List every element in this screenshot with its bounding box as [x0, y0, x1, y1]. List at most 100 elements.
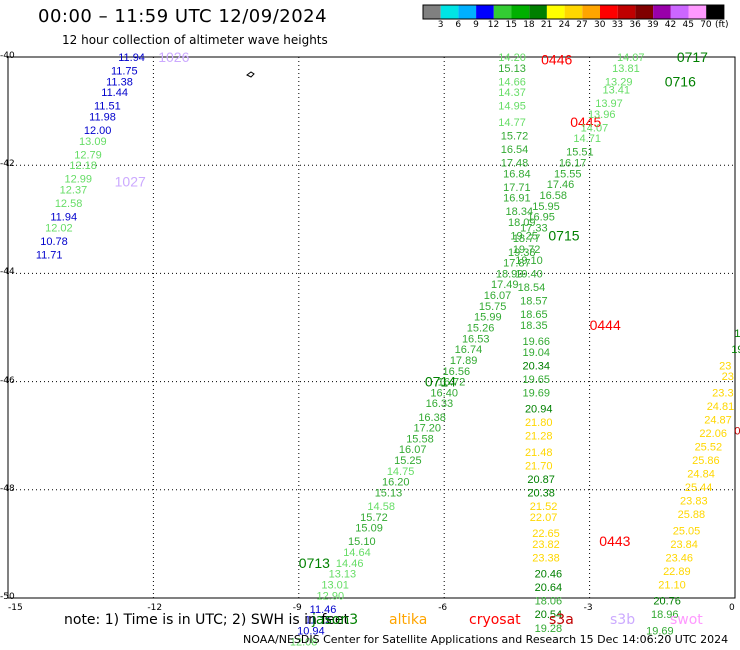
wave-height-value: 15.95: [532, 201, 560, 213]
scale-swatch: [564, 5, 583, 19]
pass-id-label: 0444: [590, 317, 621, 333]
wave-height-value: 14.20: [498, 52, 526, 64]
wave-height-value: 21.70: [525, 460, 553, 472]
wave-height-value: 11.46: [310, 604, 337, 616]
satellite-legend-s3a: s3a: [549, 612, 574, 628]
scale-swatch: [529, 5, 547, 19]
wave-height-value: 18.35: [520, 320, 548, 332]
scale-frame: [422, 4, 725, 20]
scale-tick-label: 24: [558, 20, 571, 30]
pass-id-label: 0716: [665, 73, 696, 89]
scale-swatch: [617, 5, 636, 19]
wave-height-value: 19.25: [510, 231, 538, 243]
wave-height-value: 16.07: [484, 290, 512, 302]
map-title: 00:00 – 11:59 UTC 12/09/2024: [38, 6, 328, 27]
wave-height-value: 19.66: [523, 336, 551, 348]
wave-height-value: 11.98: [89, 112, 116, 124]
longitude-label: 0: [729, 603, 735, 613]
wave-height-value: 11.71: [36, 249, 63, 261]
scale-swatch: [440, 5, 459, 19]
wave-height-value: 22.07: [530, 512, 558, 524]
wave-height-value: 24.81: [707, 401, 735, 413]
wave-height-value: 11.44: [101, 87, 128, 99]
wave-height-value: 23.84: [670, 539, 698, 551]
longitude-label: -12: [147, 603, 163, 613]
scale-swatch: [423, 5, 441, 19]
wave-height-value: 25.44: [685, 482, 713, 494]
pass-id-label: 1026: [158, 49, 189, 65]
wave-height-value: 20.34: [523, 360, 551, 372]
satellite-legend-swot: swot: [670, 612, 703, 628]
wave-height-value: 10.94: [297, 625, 325, 637]
wave-height-value: 16.56: [443, 366, 471, 378]
wave-height-value: 15.99: [474, 312, 502, 324]
wave-height-value: 18.99: [496, 268, 524, 280]
satellite-legend-s3b: s3b: [610, 612, 636, 628]
wave-height-value: 12.02: [45, 222, 73, 234]
latitude-label: -42: [0, 159, 15, 170]
pass-id-label: 0713: [299, 555, 330, 571]
wave-height-value: 16.33: [426, 398, 454, 410]
map-subtitle: 12 hour collection of altimeter wave hei…: [62, 33, 328, 47]
wave-height-value: 16.54: [501, 144, 529, 156]
wave-height-value: 10.78: [40, 236, 68, 248]
latitude-label: -46: [0, 375, 15, 386]
wave-height-value: 15.58: [406, 433, 434, 445]
wave-height-value: 13.01: [321, 579, 349, 591]
wave-height-value: 17.48: [501, 157, 529, 169]
wave-height-value: 22.06: [699, 428, 727, 440]
scale-tick-label: 15: [505, 20, 517, 30]
wave-height-value: 18.06: [535, 596, 563, 608]
footer-credit: NOAA/NESDIS Center for Satellite Applica…: [243, 633, 729, 646]
wave-height-value: 12.58: [55, 198, 83, 210]
wave-height-value: 16.72: [438, 377, 466, 389]
wave-height-value: 19.69: [523, 387, 551, 399]
scale-swatch: [600, 5, 618, 19]
scale-tick-label: 42: [664, 20, 677, 30]
wave-height-value: 13.41: [602, 84, 630, 96]
wave-height-value: 14.75: [387, 466, 415, 478]
wave-height-value: 14.64: [343, 547, 371, 559]
scale-tick-label: 6: [455, 20, 462, 30]
scale-swatch: [493, 5, 512, 19]
wave-height-value: 20.54: [535, 609, 563, 621]
wave-height-value: 12.37: [60, 185, 88, 197]
wave-height-value: 11.94: [118, 52, 145, 64]
wave-height-value: 19.65: [523, 374, 551, 386]
wave-height-value: 19.38: [508, 247, 536, 259]
scale-swatch: [458, 5, 477, 19]
satellite-legend-altika: altika: [389, 612, 428, 628]
wave-height-value: 23.38: [532, 552, 560, 564]
scale-tick-label: 30: [594, 20, 606, 30]
wave-height-value: 24.84: [687, 469, 715, 481]
wave-height-value: 16.74: [455, 344, 483, 356]
map-grid: [7, 56, 736, 599]
pass-id-label: 0714: [425, 374, 456, 390]
latitude-label: -44: [0, 267, 15, 278]
wave-height-value: 15.26: [467, 323, 495, 335]
wave-height-value: 12.08: [290, 636, 318, 648]
wave-height-value: 11.15: [305, 615, 332, 627]
wave-height-value: 20.87: [527, 474, 555, 486]
wave-height-value: 21.10: [658, 579, 686, 591]
wave-height-value: 23.3: [712, 387, 733, 399]
wave-height-value: 11.51: [94, 101, 121, 113]
scale-tick-label: 9: [473, 20, 479, 30]
pass-id-label: 0443: [599, 533, 630, 549]
scale-unit-label: (ft): [715, 20, 729, 30]
wave-height-value: 15.51: [566, 147, 594, 159]
scale-swatch: [546, 5, 565, 19]
wave-height-value: 11.38: [106, 76, 133, 88]
scale-tick-label: 33: [611, 20, 624, 30]
map-frame: [7, 56, 736, 599]
wave-height-value: 16.17: [559, 157, 587, 169]
satellite-legend-cryosat: cryosat: [469, 612, 521, 628]
wave-height-value: 12.79: [74, 149, 102, 161]
wave-height-value: 13.29: [605, 76, 633, 88]
wave-height-value: 13.97: [595, 98, 623, 110]
wave-height-value: 13.09: [79, 136, 107, 148]
wave-height-value: 20.94: [525, 404, 553, 416]
wave-height-value: 23.82: [532, 539, 560, 551]
wave-height-value: 25.86: [692, 455, 720, 467]
